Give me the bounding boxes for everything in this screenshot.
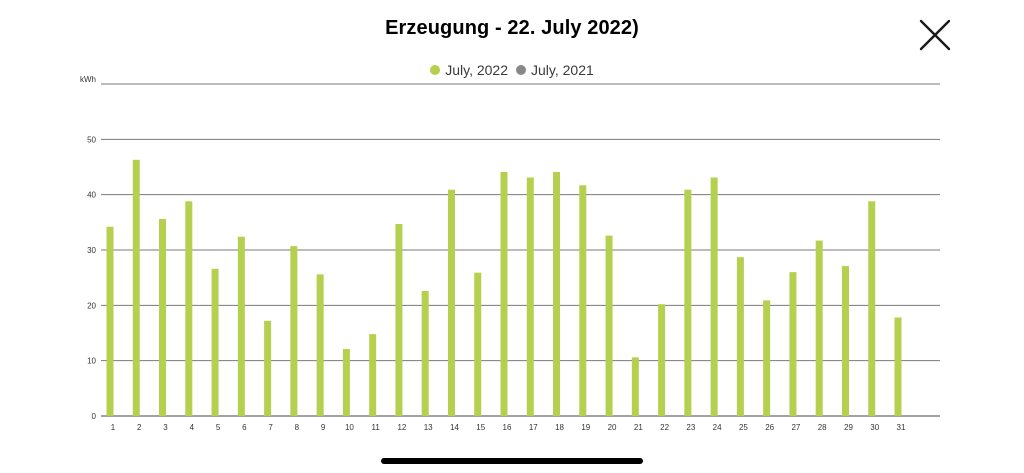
x-tick-label-4: 4: [190, 423, 195, 432]
bar-day-28: [815, 240, 823, 416]
bar-day-18: [553, 171, 561, 416]
y-tick-label-30: 30: [87, 246, 96, 255]
bar-day-27: [789, 272, 797, 416]
x-tick-label-17: 17: [529, 423, 538, 432]
bar-day-20: [605, 235, 613, 416]
legend-dot-2022: [430, 65, 441, 75]
close-icon: [919, 19, 951, 51]
bar-day-5: [211, 268, 219, 416]
y-tick-label-10: 10: [87, 357, 96, 366]
x-tick-label-1: 1: [111, 423, 116, 432]
x-tick-label-31: 31: [897, 423, 906, 432]
home-indicator: [381, 458, 643, 464]
bar-day-21: [631, 357, 639, 416]
x-tick-label-10: 10: [345, 423, 354, 432]
bar-day-9: [316, 274, 324, 416]
bar-day-12: [395, 223, 403, 416]
y-tick-label-20: 20: [87, 301, 96, 310]
bar-day-30: [868, 201, 876, 416]
bar-day-26: [763, 300, 771, 416]
y-axis-unit-label: kWh: [80, 75, 96, 84]
x-tick-label-11: 11: [372, 423, 381, 432]
bar-day-31: [894, 317, 902, 416]
legend-label-2021: July, 2021: [531, 62, 594, 78]
x-tick-label-3: 3: [163, 423, 168, 432]
bar-day-1: [106, 226, 114, 416]
bar-day-22: [658, 304, 666, 416]
y-tick-label-50: 50: [87, 135, 96, 144]
legend-label-2022: July, 2022: [445, 62, 508, 78]
legend-dot-2021: [516, 65, 526, 75]
x-tick-label-30: 30: [870, 423, 879, 432]
x-tick-label-16: 16: [503, 423, 512, 432]
x-tick-label-12: 12: [397, 423, 406, 432]
x-tick-label-2: 2: [137, 423, 142, 432]
x-tick-label-18: 18: [555, 423, 564, 432]
chart-title: Erzeugung - 22. July 2022): [385, 17, 639, 39]
y-tick-label-0: 0: [92, 412, 97, 421]
legend-item-2022[interactable]: July, 2022: [430, 62, 508, 78]
bar-day-2: [132, 159, 140, 416]
x-tick-label-21: 21: [634, 423, 643, 432]
bar-day-6: [237, 236, 245, 416]
x-tick-label-23: 23: [686, 423, 695, 432]
bar-day-10: [342, 349, 350, 416]
x-tick-label-27: 27: [791, 423, 800, 432]
x-tick-label-28: 28: [818, 423, 827, 432]
bar-day-3: [159, 219, 167, 416]
bar-day-16: [500, 171, 508, 416]
x-tick-label-29: 29: [844, 423, 853, 432]
x-tick-label-26: 26: [765, 423, 774, 432]
x-tick-label-15: 15: [476, 423, 485, 432]
x-tick-label-22: 22: [660, 423, 669, 432]
x-tick-label-9: 9: [321, 423, 326, 432]
x-tick-label-5: 5: [216, 423, 221, 432]
x-tick-label-6: 6: [242, 423, 247, 432]
x-tick-label-19: 19: [581, 423, 590, 432]
bar-day-24: [710, 177, 718, 416]
bar-day-8: [290, 246, 298, 416]
bar-day-15: [474, 272, 482, 416]
close-button[interactable]: [914, 15, 954, 55]
x-tick-label-25: 25: [739, 423, 748, 432]
x-tick-label-8: 8: [295, 423, 300, 432]
bar-day-11: [369, 334, 377, 416]
bar-day-4: [185, 201, 193, 416]
x-tick-label-24: 24: [713, 423, 722, 432]
bar-day-13: [421, 290, 429, 416]
y-tick-label-40: 40: [87, 191, 96, 200]
bar-day-19: [579, 185, 587, 416]
bar-day-23: [684, 189, 692, 416]
x-tick-label-13: 13: [424, 423, 433, 432]
chart-legend: July, 2022 July, 2021: [0, 62, 1024, 78]
x-tick-label-7: 7: [268, 423, 273, 432]
legend-item-2021[interactable]: July, 2021: [516, 62, 594, 78]
x-tick-label-14: 14: [450, 423, 459, 432]
x-tick-label-20: 20: [608, 423, 617, 432]
bar-day-7: [264, 320, 272, 416]
bar-day-17: [526, 177, 534, 416]
bar-day-25: [736, 257, 744, 416]
bar-day-14: [447, 189, 455, 416]
bar-day-29: [841, 266, 849, 416]
